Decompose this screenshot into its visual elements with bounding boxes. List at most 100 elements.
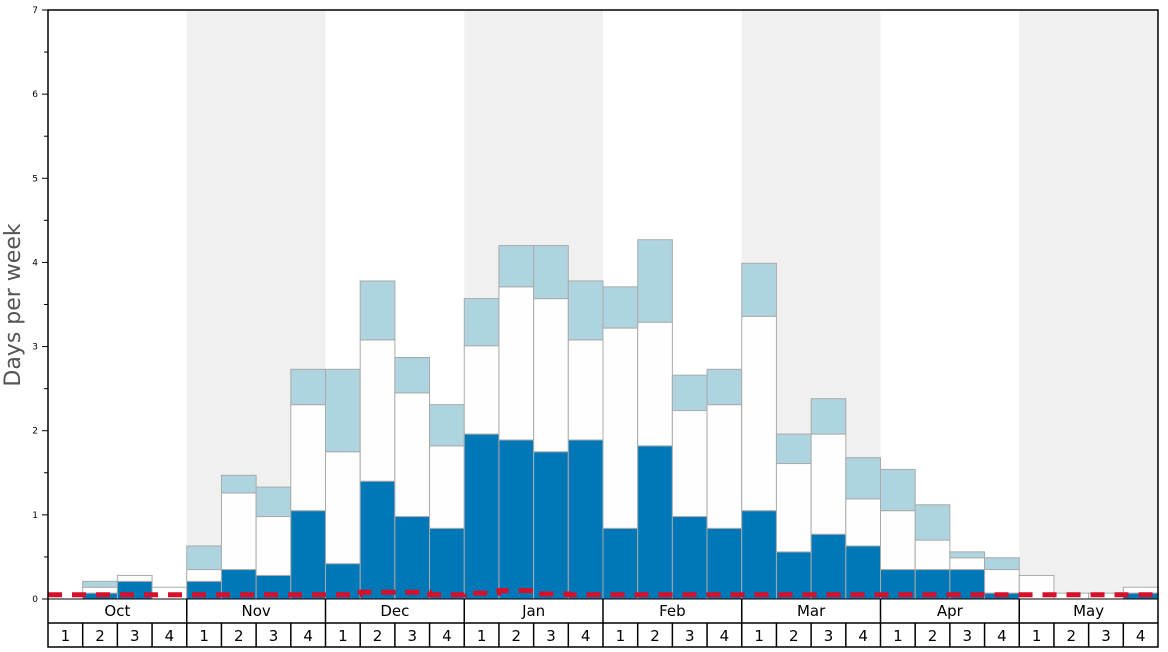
bar-top xyxy=(706,368,743,406)
bar-top xyxy=(775,433,812,465)
bar-top xyxy=(463,298,500,347)
bar-bottom xyxy=(394,516,431,600)
week-label: 3 xyxy=(824,627,834,645)
week-label: 4 xyxy=(442,627,452,645)
month-label: May xyxy=(1073,602,1104,620)
bar-bottom xyxy=(637,445,673,600)
bar-bottom xyxy=(741,510,777,600)
week-label: 2 xyxy=(650,627,660,645)
week-label: 4 xyxy=(165,627,175,645)
bar-top xyxy=(186,545,222,571)
week-label: 4 xyxy=(303,627,313,645)
bar-middle xyxy=(325,451,361,565)
y-tick-label: 0 xyxy=(32,595,38,605)
bar-middle xyxy=(463,345,500,435)
bar-middle xyxy=(671,410,708,518)
bar-bottom xyxy=(775,551,812,600)
bar-middle xyxy=(533,298,569,453)
bars xyxy=(82,239,1159,600)
week-label: 1 xyxy=(1032,627,1042,645)
bar-top xyxy=(220,474,257,494)
week-label: 4 xyxy=(997,627,1007,645)
bar-top xyxy=(810,398,847,435)
bar-middle xyxy=(741,315,777,512)
month-label: Apr xyxy=(937,602,964,620)
y-tick-label: 3 xyxy=(32,343,38,353)
bar-top xyxy=(671,374,708,412)
bar-middle xyxy=(498,286,535,441)
week-label: 2 xyxy=(373,627,383,645)
bar-middle xyxy=(984,569,1020,594)
week-label: 3 xyxy=(269,627,279,645)
week-label: 3 xyxy=(685,627,695,645)
bar-top xyxy=(498,245,535,288)
week-label: 1 xyxy=(338,627,348,645)
bar-middle xyxy=(290,404,326,512)
y-tick-label: 4 xyxy=(32,258,38,268)
bar-top xyxy=(359,280,396,341)
reference-line xyxy=(48,588,1158,598)
bar-middle xyxy=(706,404,743,529)
month-shade-may xyxy=(1019,10,1158,599)
week-label: 1 xyxy=(616,627,626,645)
week-label: 2 xyxy=(95,627,105,645)
bar-top xyxy=(880,468,916,512)
week-label: 4 xyxy=(581,627,591,645)
bar-bottom xyxy=(602,527,639,600)
week-label: 4 xyxy=(720,627,730,645)
bar-top xyxy=(741,262,777,317)
bar-top xyxy=(914,504,951,541)
bar-middle xyxy=(220,492,257,571)
bar-top xyxy=(984,557,1020,571)
y-tick-label: 6 xyxy=(32,90,38,100)
month-label: Nov xyxy=(241,602,270,620)
bar-middle xyxy=(845,498,881,547)
y-tick-label: 2 xyxy=(32,427,38,437)
bar-middle xyxy=(116,574,153,582)
bar-middle xyxy=(567,339,604,441)
bar-bottom xyxy=(671,516,708,600)
bar-middle xyxy=(637,321,673,447)
week-label: 2 xyxy=(928,627,938,645)
bar-top xyxy=(82,580,118,588)
bar-middle xyxy=(186,569,222,582)
bar-bottom xyxy=(498,439,535,600)
bar-top xyxy=(949,551,986,559)
bar-bottom xyxy=(533,451,569,600)
bar-middle xyxy=(394,392,431,518)
week-label: 2 xyxy=(1067,627,1077,645)
week-label: 3 xyxy=(130,627,140,645)
bar-top xyxy=(325,368,361,453)
bar-middle xyxy=(949,557,986,571)
y-tick-label: 1 xyxy=(32,511,38,521)
bar-middle xyxy=(359,339,396,482)
month-label: Feb xyxy=(659,602,686,620)
bar-bottom xyxy=(845,545,881,600)
week-label: 1 xyxy=(61,627,71,645)
bar-middle xyxy=(429,445,465,529)
bar-middle xyxy=(602,327,639,529)
bar-top xyxy=(290,368,326,406)
bar-middle xyxy=(82,586,118,594)
bar-top xyxy=(845,457,881,500)
bar-top xyxy=(394,357,431,394)
month-label: Dec xyxy=(380,602,409,620)
y-tick-label: 7 xyxy=(32,6,38,16)
week-label: 4 xyxy=(858,627,868,645)
bar-middle xyxy=(255,516,292,576)
bar-top xyxy=(637,239,673,323)
bar-top xyxy=(567,280,604,341)
month-label: Mar xyxy=(797,602,826,620)
bar-middle xyxy=(810,433,847,535)
week-label: 3 xyxy=(962,627,972,645)
reference-line-path xyxy=(48,588,1158,598)
bar-top xyxy=(533,245,569,300)
week-label: 4 xyxy=(1136,627,1146,645)
month-label: Jan xyxy=(521,602,545,620)
bar-bottom xyxy=(463,433,500,600)
axes: 0 1 2 3 4 5 6 7 Oct 1 2 3 4 Nov 1 2 3 4 Dec 1 2 3 4 Jan 1 2 3 4 Feb 1… xyxy=(32,6,1159,648)
week-label: 3 xyxy=(407,627,417,645)
bar-middle xyxy=(1122,586,1159,594)
bar-top xyxy=(602,286,639,329)
